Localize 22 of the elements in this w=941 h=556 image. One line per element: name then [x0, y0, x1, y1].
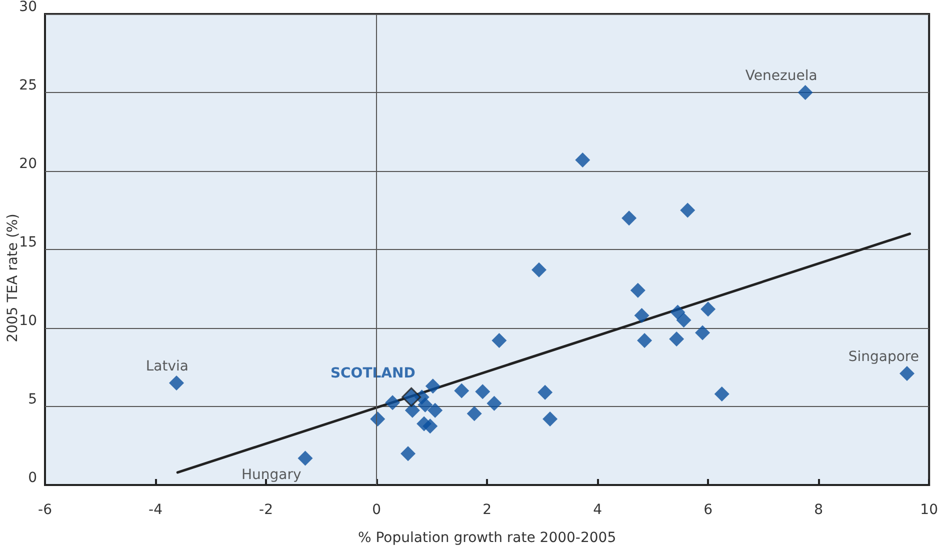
- y-tick-label: 15: [19, 234, 37, 250]
- y-tick-label: 10: [19, 313, 37, 329]
- y-axis-title: 2005 TEA rate (%): [5, 214, 21, 342]
- x-tick-label: 10: [920, 502, 938, 518]
- y-tick-label: 0: [28, 470, 37, 486]
- x-tick-label: -2: [259, 502, 274, 518]
- x-axis-title: % Population growth rate 2000-2005: [358, 530, 616, 546]
- x-tick-label: 2: [482, 502, 492, 518]
- x-tick-label: 6: [704, 502, 713, 518]
- annotation: Venezuela: [745, 68, 818, 84]
- x-tick-label: 8: [814, 502, 824, 518]
- x-tick-label: 0: [372, 502, 381, 518]
- y-tick-label: 25: [19, 78, 37, 94]
- y-tick-label: 30: [19, 0, 37, 15]
- annotation: Hungary: [241, 466, 302, 483]
- x-tick-label: -6: [38, 502, 52, 518]
- y-tick-label: 5: [28, 392, 37, 408]
- y-tick-label: 20: [19, 156, 37, 172]
- x-tick-label: -4: [148, 502, 163, 518]
- annotation: Singapore: [848, 349, 919, 366]
- x-tick-label: 4: [593, 502, 602, 518]
- annotation: Latvia: [146, 358, 189, 374]
